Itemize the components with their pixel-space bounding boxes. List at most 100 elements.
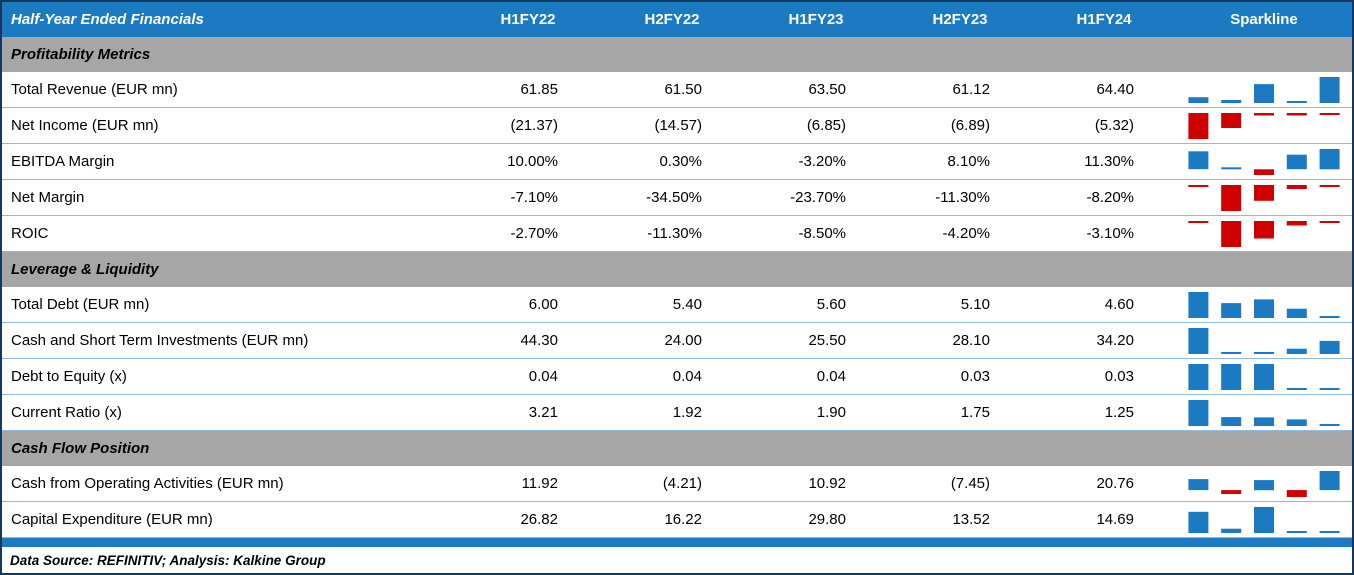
metric-value: 1.92 — [672, 404, 702, 421]
column-header-h1fy22: H1FY22 — [500, 11, 556, 28]
table-row: Cash and Short Term Investments (EUR mn)… — [2, 323, 1352, 359]
metric-value: 64.40 — [1096, 81, 1134, 98]
sparkline-bar — [1188, 478, 1209, 490]
metric-value: 61.50 — [664, 81, 702, 98]
metric-label: Net Margin — [11, 189, 85, 206]
sparkline-bar — [1254, 351, 1274, 354]
metric-value: 25.50 — [808, 332, 846, 349]
sparkline-bar — [1188, 511, 1209, 533]
sparkline-bar — [1319, 76, 1340, 103]
metric-label: Debt to Equity (x) — [11, 368, 127, 385]
metric-value: -4.20% — [942, 225, 990, 242]
metric-value: 34.20 — [1096, 332, 1134, 349]
section-title: Profitability Metrics — [11, 46, 151, 63]
sparkline-bar — [1286, 112, 1307, 115]
sparkline-bar — [1188, 363, 1209, 390]
metric-value: (7.45) — [950, 475, 990, 492]
table-title: Half-Year Ended Financials — [11, 11, 204, 28]
sparkline-cell — [1176, 72, 1352, 107]
sparkline-bar — [1221, 363, 1242, 390]
sparkline-bar — [1319, 340, 1340, 354]
sparkline-bar — [1319, 387, 1340, 390]
sparkline-bar — [1221, 166, 1242, 169]
sparkline-bar — [1221, 112, 1242, 128]
section-title: Leverage & Liquidity — [11, 261, 159, 278]
sparkline-bar — [1221, 220, 1242, 247]
sparkline-bar — [1254, 416, 1274, 426]
sparkline — [1188, 363, 1340, 390]
sparkline-bar — [1319, 184, 1340, 187]
sparkline-bar — [1188, 220, 1209, 223]
metric-label: Capital Expenditure (EUR mn) — [11, 511, 213, 528]
section-header-row: Cash Flow Position — [2, 431, 1352, 466]
sparkline-bar — [1254, 363, 1274, 390]
sparkline-bar — [1188, 150, 1209, 169]
sparkline-bar — [1319, 470, 1340, 490]
sparkline-cell — [1176, 359, 1352, 394]
bottom-accent-strip — [2, 538, 1352, 547]
sparkline-bar — [1319, 112, 1340, 115]
sparkline-bar — [1254, 506, 1274, 533]
metric-value: 0.04 — [672, 368, 702, 385]
metric-value: -2.70% — [510, 225, 558, 242]
sparkline-bar — [1221, 302, 1242, 318]
metric-value: 5.40 — [672, 296, 702, 313]
table-row: ROIC -2.70% -11.30% -8.50% -4.20% -3.10% — [2, 216, 1352, 252]
metric-value: -3.10% — [1086, 225, 1134, 242]
sparkline-cell — [1176, 108, 1352, 143]
section-title: Cash Flow Position — [11, 440, 150, 457]
metric-value: 0.04 — [528, 368, 558, 385]
sparkline-bar — [1286, 154, 1307, 169]
sparkline-bar — [1286, 418, 1307, 426]
metric-value: 29.80 — [808, 511, 846, 528]
sparkline-bar — [1188, 327, 1209, 354]
sparkline-bar — [1221, 489, 1242, 494]
sparkline-cell — [1176, 466, 1352, 501]
sparkline-cell — [1176, 395, 1352, 430]
metric-value: (6.89) — [950, 117, 990, 134]
metric-label: Total Revenue (EUR mn) — [11, 81, 178, 98]
sparkline-bar — [1254, 184, 1274, 201]
metric-value: 4.60 — [1104, 296, 1134, 313]
sparkline-bar — [1188, 112, 1209, 139]
column-header-h1fy23: H1FY23 — [788, 11, 844, 28]
sparkline-bar — [1221, 528, 1242, 533]
metric-value: -11.30% — [647, 225, 702, 242]
sparkline-bar — [1286, 100, 1307, 103]
sparkline-bar — [1286, 308, 1307, 318]
metric-value: 44.30 — [520, 332, 558, 349]
metric-value: 16.22 — [664, 511, 702, 528]
sparkline-bar — [1254, 168, 1274, 175]
sparkline — [1188, 327, 1340, 354]
sparkline-cell — [1176, 287, 1352, 322]
sparkline-cell — [1176, 216, 1352, 251]
footer-note: Data Source: REFINITIV; Analysis: Kalkin… — [2, 547, 1352, 573]
metric-label: Net Income (EUR mn) — [11, 117, 159, 134]
table-row: Cash from Operating Activities (EUR mn) 1… — [2, 466, 1352, 502]
sparkline-bar — [1286, 530, 1307, 533]
column-header-h1fy24: H1FY24 — [1076, 11, 1132, 28]
metric-value: 0.03 — [960, 368, 990, 385]
sparkline — [1188, 291, 1340, 318]
table-row: EBITDA Margin 10.00% 0.30% -3.20% 8.10% 11.30… — [2, 144, 1352, 180]
sparkline-bar — [1188, 399, 1209, 426]
sparkline — [1188, 470, 1340, 497]
sparkline-bar — [1188, 184, 1209, 187]
metric-value: -3.20% — [798, 153, 846, 170]
table-row: Total Revenue (EUR mn) 61.85 61.50 63.50 61.… — [2, 72, 1352, 108]
table-row: Net Income (EUR mn) (21.37) (14.57) (6.85) (… — [2, 108, 1352, 144]
sparkline-bar — [1221, 351, 1242, 354]
metric-value: 13.52 — [952, 511, 990, 528]
metric-value: -8.20% — [1086, 189, 1134, 206]
metric-value: -7.10% — [510, 189, 558, 206]
sparkline-bar — [1319, 315, 1340, 318]
metric-label: Current Ratio (x) — [11, 404, 122, 421]
sparkline-bar — [1188, 291, 1209, 318]
column-header-h2fy23: H2FY23 — [932, 11, 988, 28]
sparkline-cell — [1176, 502, 1352, 537]
sparkline-bar — [1254, 479, 1274, 490]
sparkline-bar — [1319, 423, 1340, 426]
metric-label: Total Debt (EUR mn) — [11, 296, 150, 313]
sparkline-bar — [1221, 99, 1242, 103]
metric-value: (14.57) — [654, 117, 702, 134]
